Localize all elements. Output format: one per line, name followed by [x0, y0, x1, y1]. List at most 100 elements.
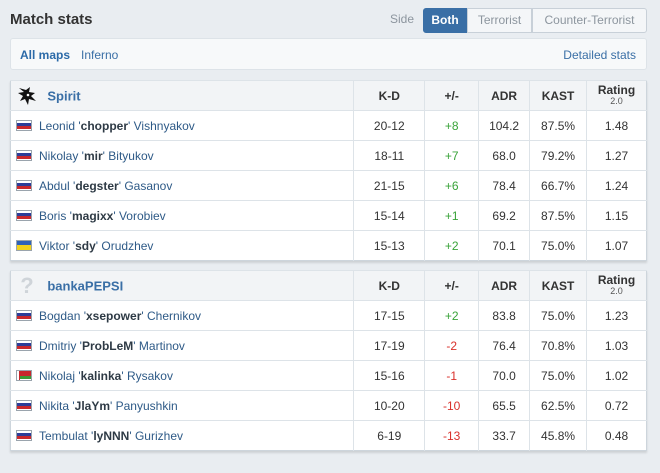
adr-value: 76.4 — [478, 330, 530, 361]
team-header: ? bankaPEPSI — [10, 270, 354, 301]
team-table-spirit: Spirit K-D +/- ADR KAST Rating 2.0 Leoni… — [10, 80, 647, 261]
table-row: Bogdan 'xsepower' Chernikov 17-15 +2 83.8 75… — [10, 300, 647, 331]
column-kast: KAST — [529, 270, 587, 301]
player-last-name: ' Gasanov — [118, 178, 173, 193]
player-cell[interactable]: Boris 'magixx' Vorobiev — [11, 201, 354, 231]
rating-label: Rating — [597, 272, 636, 287]
player-nickname: degster — [75, 178, 119, 193]
player-cell[interactable]: Nikolay 'mir' Bityukov — [11, 141, 354, 171]
adr-value: 83.8 — [478, 300, 530, 331]
kd-value: 17-15 — [353, 300, 425, 331]
kast-value: 66.7% — [529, 170, 587, 201]
match-stats-header: Match stats Side Both Terrorist Counter-… — [0, 0, 660, 38]
plus-minus-value: -1 — [424, 360, 479, 391]
player-cell[interactable]: Nikita 'JlaYm' Panyushkin — [11, 391, 354, 421]
rating-version: 2.0 — [610, 285, 623, 296]
adr-value: 69.2 — [478, 200, 530, 231]
question-mark-icon: ? — [20, 272, 34, 298]
side-label: Side — [390, 12, 415, 26]
rating-version: 2.0 — [610, 95, 623, 106]
adr-value: 65.5 — [478, 390, 530, 421]
player-cell[interactable]: Abdul 'degster' Gasanov — [11, 171, 354, 201]
player-last-name: ' Bityukov — [102, 148, 154, 163]
team-name[interactable]: Spirit — [47, 88, 81, 103]
column-kd: K-D — [353, 270, 425, 301]
kast-value: 45.8% — [529, 420, 587, 451]
player-first-name: Nikolaj ' — [39, 368, 81, 383]
kast-value: 87.5% — [529, 200, 587, 231]
table-row: Nikita 'JlaYm' Panyushkin 10-20 -10 65.5 62.… — [10, 390, 647, 421]
plus-minus-value: +8 — [424, 110, 479, 141]
adr-value: 70.0 — [478, 360, 530, 391]
plus-minus-value: -2 — [424, 330, 479, 361]
column-rating: Rating 2.0 — [586, 270, 647, 301]
player-first-name: Leonid ' — [39, 118, 81, 133]
side-both-button[interactable]: Both — [423, 8, 467, 33]
flag-ua-icon — [16, 239, 32, 251]
player-first-name: Nikolay ' — [39, 148, 84, 163]
player-first-name: Boris ' — [39, 208, 72, 223]
player-cell[interactable]: Dmitriy 'ProbLeM' Martinov — [11, 331, 354, 361]
player-last-name: ' Rysakov — [121, 368, 173, 383]
rating-value: 1.48 — [586, 110, 647, 141]
player-first-name: Nikita ' — [39, 398, 75, 413]
column-kd: K-D — [353, 80, 425, 111]
column-adr: ADR — [478, 270, 530, 301]
flag-ru-icon — [16, 149, 32, 161]
plus-minus-value: -13 — [424, 420, 479, 451]
adr-value: 104.2 — [478, 110, 530, 141]
player-nickname: JlaYm — [74, 398, 110, 413]
kd-value: 15-14 — [353, 200, 425, 231]
kd-value: 10-20 — [353, 390, 425, 421]
team-table-bankapepsi: ? bankaPEPSI K-D +/- ADR KAST Rating 2.0… — [10, 270, 647, 451]
side-counter-terrorist-button[interactable]: Counter-Terrorist — [532, 8, 647, 33]
team-name[interactable]: bankaPEPSI — [47, 278, 124, 293]
kd-value: 6-19 — [353, 420, 425, 451]
tab-all-maps[interactable]: All maps — [20, 48, 71, 62]
player-cell[interactable]: Bogdan 'xsepower' Chernikov — [11, 301, 354, 331]
player-nickname: ProbLeM — [81, 338, 134, 353]
table-row: Boris 'magixx' Vorobiev 15-14 +1 69.2 87.5% 1… — [10, 200, 647, 231]
column-plus-minus: +/- — [424, 80, 479, 111]
flag-ru-icon — [16, 309, 32, 321]
rating-value: 1.15 — [586, 200, 647, 231]
player-last-name: ' Gurizhev — [129, 428, 183, 443]
rating-value: 1.27 — [586, 140, 647, 171]
flag-ru-icon — [16, 179, 32, 191]
table-row: Abdul 'degster' Gasanov 21-15 +6 78.4 66.7% 1… — [10, 170, 647, 201]
column-plus-minus: +/- — [424, 270, 479, 301]
kd-value: 15-16 — [353, 360, 425, 391]
table-row: Nikolaj 'kalinka' Rysakov 15-16 -1 70.0 75.0… — [10, 360, 647, 391]
flag-ru-icon — [16, 339, 32, 351]
kast-value: 75.0% — [529, 300, 587, 331]
rating-value: 1.24 — [586, 170, 647, 201]
player-cell[interactable]: Nikolaj 'kalinka' Rysakov — [11, 361, 354, 391]
column-adr: ADR — [478, 80, 530, 111]
player-first-name: Abdul ' — [39, 178, 76, 193]
plus-minus-value: +6 — [424, 170, 479, 201]
player-first-name: Viktor ' — [39, 238, 76, 253]
player-last-name: ' Vishnyakov — [128, 118, 195, 133]
tab-inferno[interactable]: Inferno — [81, 48, 119, 62]
adr-value: 33.7 — [478, 420, 530, 451]
rating-value: 1.23 — [586, 300, 647, 331]
player-nickname: magixx — [71, 208, 114, 223]
page-title: Match stats — [10, 11, 93, 28]
player-cell[interactable]: Leonid 'chopper' Vishnyakov — [11, 111, 354, 141]
side-terrorist-button[interactable]: Terrorist — [467, 8, 532, 33]
plus-minus-value: +1 — [424, 200, 479, 231]
player-cell[interactable]: Viktor 'sdy' Orudzhev — [11, 231, 354, 261]
plus-minus-value: -10 — [424, 390, 479, 421]
player-nickname: chopper — [80, 118, 129, 133]
player-cell[interactable]: Tembulat 'lyNNN' Gurizhev — [11, 421, 354, 451]
player-last-name: ' Chernikov — [141, 308, 202, 323]
table-row: Leonid 'chopper' Vishnyakov 20-12 +8 104.2 8… — [10, 110, 647, 141]
adr-value: 70.1 — [478, 230, 530, 261]
player-last-name: ' Martinov — [133, 338, 185, 353]
adr-value: 68.0 — [478, 140, 530, 171]
player-last-name: ' Orudzhev — [95, 238, 154, 253]
detailed-stats-link[interactable]: Detailed stats — [563, 48, 636, 62]
rating-value: 1.02 — [586, 360, 647, 391]
player-nickname: xsepower — [86, 308, 142, 323]
player-last-name: ' Panyushkin — [110, 398, 178, 413]
